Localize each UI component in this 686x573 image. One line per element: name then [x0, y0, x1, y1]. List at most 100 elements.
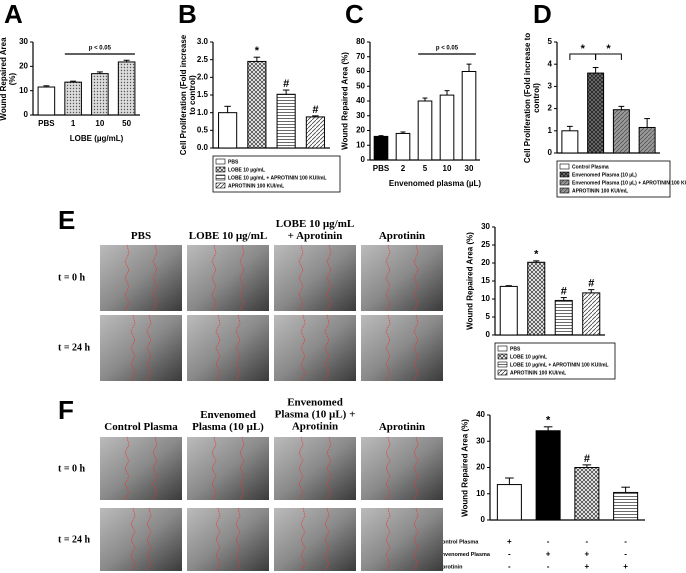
micrograph [361, 245, 443, 311]
x-tick-label: 30 [465, 164, 474, 173]
y-tick-label: 10 [481, 294, 490, 303]
significance-label: # [312, 104, 318, 116]
column-header: PBS [130, 229, 152, 242]
bar [613, 491, 639, 521]
x-axis-title: Envenomed plasma (µL) [389, 179, 482, 188]
legend-swatch [215, 158, 226, 165]
y-tick-label: 20 [481, 258, 490, 267]
condition-mark: - [508, 550, 511, 559]
column-header: Control Plasma [104, 420, 178, 433]
legend-label: Envenomed Plasma (10 µL) [572, 172, 637, 178]
legend-box [556, 160, 671, 198]
wound-edge [215, 314, 221, 382]
wound-edge [235, 314, 241, 382]
significance-label: # [588, 278, 594, 290]
column-header: Envenomed Plasma (10 µL) + Aprotinin [274, 396, 356, 433]
wound-edge [211, 436, 217, 501]
bar [496, 484, 522, 521]
wound-edge [385, 507, 391, 572]
micrograph [187, 245, 269, 311]
y-tick-label: 40 [356, 96, 365, 105]
x-tick-label: 1 [71, 119, 76, 128]
wound-edge [215, 507, 221, 572]
micrograph [100, 245, 182, 311]
y-tick-label: 30 [481, 222, 490, 231]
y-tick-label: 10 [476, 489, 485, 498]
bar [417, 100, 433, 161]
wound-edge [413, 244, 419, 312]
condition-mark: - [586, 537, 589, 546]
y-tick-label: 1.0 [197, 108, 209, 117]
bar [218, 112, 238, 149]
y-tick-label: 40 [476, 410, 485, 419]
y-tick-label: 3 [548, 82, 553, 91]
bar [395, 132, 411, 161]
wound-edge [152, 244, 158, 312]
micrograph [100, 437, 182, 500]
row-label: t = 0 h [58, 463, 86, 474]
legend-label: PBS [228, 159, 239, 165]
micrograph [274, 437, 356, 500]
micrograph [100, 315, 182, 381]
legend-label: LOBE 10 µg/mL + APROTININ 100 KUI/mL [228, 175, 327, 181]
y-tick-label: 10 [356, 140, 365, 149]
condition-mark: + [585, 562, 590, 571]
y-axis-title: Wound Repaired Area (%) [460, 418, 470, 517]
wound-edge [298, 244, 304, 312]
bar [561, 130, 579, 154]
significance-note: p < 0.05 [436, 46, 459, 52]
bar [499, 285, 518, 336]
wound-edge [385, 314, 391, 382]
column-header: Aprotinin [378, 229, 426, 242]
condition-label: Envenomed Plasma [438, 552, 491, 558]
legend-label: LOBE 10 µg/mL + APROTININ 100 KUI/mL [510, 362, 609, 368]
y-tick-label: 3.0 [197, 37, 209, 46]
micrograph [187, 508, 269, 571]
significance-label: * [534, 249, 539, 261]
y-tick-label: 15 [481, 276, 490, 285]
condition-mark: - [508, 562, 511, 571]
y-tick-label: 2 [548, 104, 553, 113]
bar [247, 60, 267, 149]
column-header: Envenomed Plasma (10 µL) [192, 408, 264, 433]
significance-label: * [581, 43, 586, 55]
micrograph [187, 315, 269, 381]
bar [439, 94, 455, 161]
wound-edge [385, 436, 391, 501]
condition-mark: + [585, 550, 590, 559]
micrograph [274, 315, 356, 381]
significance-label: # [584, 453, 590, 465]
bar [305, 116, 325, 149]
legend-label: Control Plasma [572, 164, 609, 170]
legend-swatch [559, 163, 570, 170]
bar [373, 135, 389, 161]
bar [554, 299, 573, 336]
bar [574, 467, 600, 521]
significance-label: # [561, 285, 567, 297]
micrograph [274, 508, 356, 571]
micrograph [187, 437, 269, 500]
wound-edge [152, 436, 158, 501]
micrograph [100, 508, 182, 571]
legend-box [212, 155, 341, 193]
micrograph [361, 437, 443, 500]
legend-swatch [215, 174, 226, 181]
significance-label: # [283, 78, 289, 90]
legend-label: PBS [510, 346, 521, 352]
bar [587, 72, 605, 154]
y-tick-label: 0 [486, 330, 491, 339]
condition-mark: + [546, 550, 551, 559]
wound-edge [326, 244, 332, 312]
y-axis-title: Wound Repaired Area (%) [340, 52, 350, 150]
bar [37, 86, 56, 116]
panel-letter: D [533, 0, 552, 29]
significance-note: p < 0.05 [89, 46, 112, 52]
bar [535, 430, 561, 521]
y-axis-title: Wound Repaired Area (%) [465, 232, 475, 330]
x-tick-label: 10 [95, 119, 104, 128]
row-label: t = 0 h [58, 272, 86, 284]
condition-label: Control Plasma [438, 539, 479, 545]
y-tick-label: 50 [356, 81, 365, 90]
